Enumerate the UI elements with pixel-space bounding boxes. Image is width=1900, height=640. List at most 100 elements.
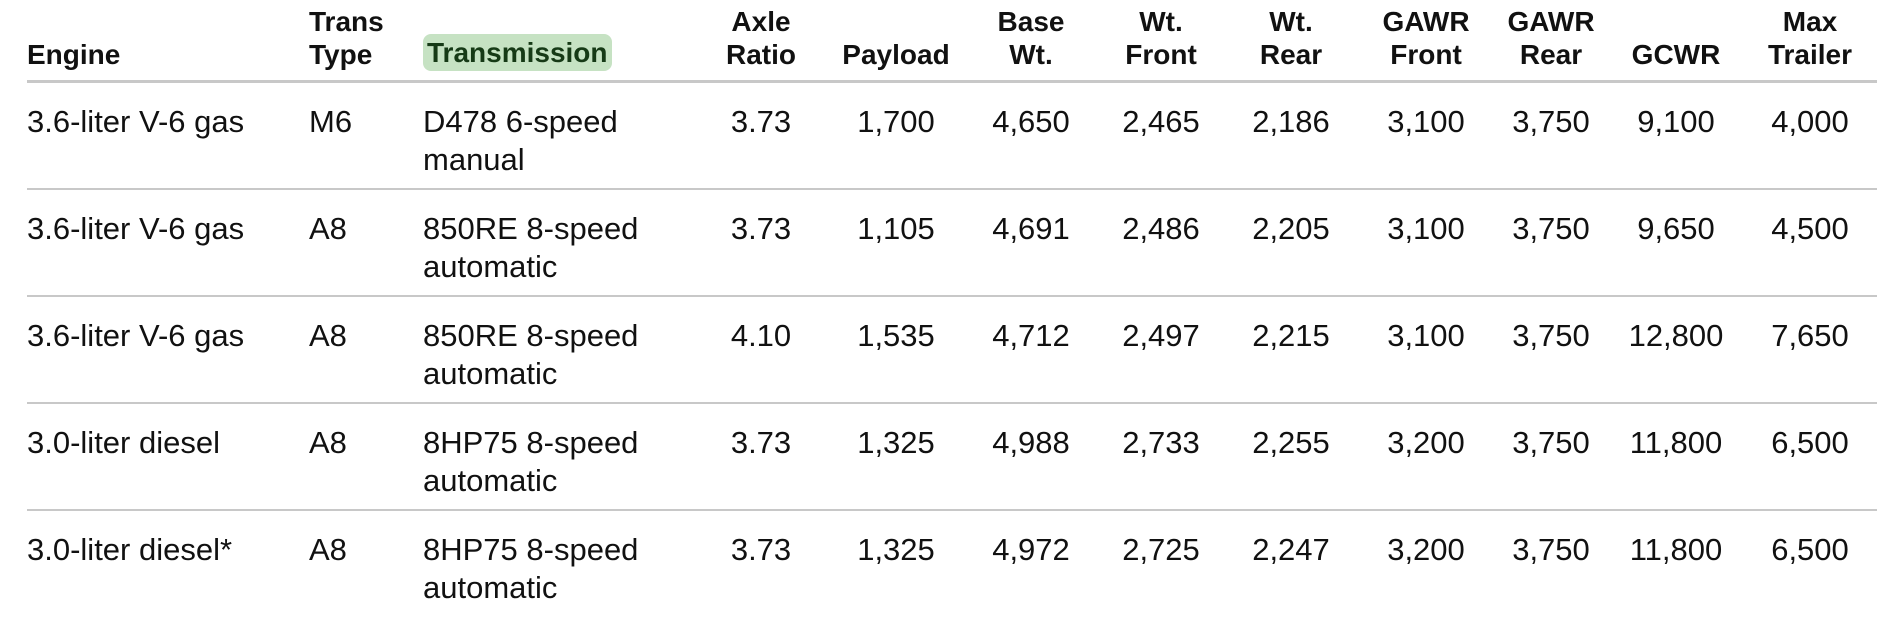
col-header-trans-type[interactable]: Trans Type	[309, 0, 423, 83]
cell-engine: 3.0-liter diesel	[27, 402, 309, 511]
cell-gawr-rear: 3,750	[1512, 531, 1590, 567]
cell-wt-front: 2,486	[1099, 188, 1223, 297]
cell-trans-type: A8	[309, 188, 423, 297]
col-header-wt-rear[interactable]: Wt. Rear	[1223, 0, 1359, 83]
cell-axle-ratio: 3.73	[693, 188, 829, 297]
cell-max-trailer: 4,500	[1743, 188, 1877, 297]
header-label: Rear	[1519, 39, 1583, 70]
header-label: Engine	[27, 39, 121, 70]
table-row[interactable]: 3.6-liter V-6 gas A8 850RE 8-speed autom…	[27, 295, 1877, 404]
table-row[interactable]: 3.0-liter diesel* A8 8HP75 8-speed autom…	[27, 510, 1877, 617]
col-header-gawr-front[interactable]: GAWR Front	[1359, 0, 1493, 83]
cell-base-wt: 4,691	[963, 188, 1099, 297]
cell-gcwr: 9,650	[1609, 188, 1743, 297]
col-header-gawr-rear[interactable]: GAWR Rear	[1493, 0, 1609, 83]
cell-transmission: 8HP75 8-speed automatic	[423, 402, 693, 511]
cell-axle-ratio: 3.73	[693, 402, 829, 511]
table-row[interactable]: 3.6-liter V-6 gas A8 850RE 8-speed autom…	[27, 188, 1877, 297]
cell-gawr-rear: 3,750	[1493, 81, 1609, 190]
header-label: Ratio	[726, 39, 796, 70]
cell-gawr-rear: 3,750	[1493, 188, 1609, 297]
cell-gawr-front: 3,200	[1387, 531, 1465, 567]
cell-gawr-front: 3,100	[1359, 81, 1493, 190]
cell-wt-front: 2,725	[1122, 531, 1200, 567]
cell-wt-front: 2,733	[1099, 402, 1223, 511]
col-header-transmission[interactable]: Transmission	[423, 0, 693, 83]
col-header-payload[interactable]: Payload	[829, 0, 963, 83]
cell-max-trailer: 6,500	[1743, 402, 1877, 511]
cell-wt-rear: 2,186	[1223, 81, 1359, 190]
cell-transmission: 8HP75 8-speed automatic	[423, 531, 639, 605]
header-label: Max	[1782, 6, 1838, 37]
cell-base-wt: 4,972	[992, 531, 1070, 567]
header-label: Axle	[731, 6, 791, 37]
header-label: Front	[1125, 39, 1197, 70]
cell-gcwr: 9,100	[1609, 81, 1743, 190]
cell-base-wt: 4,712	[963, 295, 1099, 404]
header-label: GAWR	[1507, 6, 1595, 37]
cell-base-wt: 4,988	[963, 402, 1099, 511]
cell-wt-front: 2,497	[1099, 295, 1223, 404]
header-label: Front	[1390, 39, 1462, 70]
cell-axle-ratio: 3.73	[693, 81, 829, 190]
spec-table-container: Engine Trans Type Transmission Axle Rati…	[27, 0, 1877, 617]
cell-max-trailer: 4,000	[1743, 81, 1877, 190]
cell-max-trailer: 6,500	[1771, 531, 1849, 567]
cell-payload: 1,535	[829, 295, 963, 404]
cell-gawr-rear: 3,750	[1493, 402, 1609, 511]
header-label: Payload	[842, 39, 950, 70]
cell-engine: 3.6-liter V-6 gas	[27, 188, 309, 297]
header-label: Type	[309, 39, 373, 70]
cell-transmission: D478 6-speed manual	[423, 81, 693, 190]
cell-engine: 3.0-liter diesel*	[27, 531, 233, 567]
cell-payload: 1,325	[857, 531, 935, 567]
cell-wt-rear: 2,215	[1223, 295, 1359, 404]
table-row[interactable]: 3.6-liter V-6 gas M6 D478 6-speed manual…	[27, 81, 1877, 190]
table-body: 3.6-liter V-6 gas M6 D478 6-speed manual…	[27, 81, 1877, 617]
col-header-max-trailer[interactable]: Max Trailer	[1743, 0, 1877, 83]
header-label: Wt.	[1269, 6, 1313, 37]
cell-wt-front: 2,465	[1099, 81, 1223, 190]
cell-base-wt: 4,650	[963, 81, 1099, 190]
header-label: Wt.	[1139, 6, 1183, 37]
cell-wt-rear: 2,255	[1223, 402, 1359, 511]
spec-table: Engine Trans Type Transmission Axle Rati…	[27, 0, 1877, 617]
cell-engine: 3.6-liter V-6 gas	[27, 295, 309, 404]
cell-trans-type: M6	[309, 81, 423, 190]
cell-payload: 1,105	[829, 188, 963, 297]
col-header-axle-ratio[interactable]: Axle Ratio	[693, 0, 829, 83]
col-header-wt-front[interactable]: Wt. Front	[1099, 0, 1223, 83]
cell-trans-type: A8	[309, 531, 347, 567]
cell-gcwr: 12,800	[1609, 295, 1743, 404]
cell-axle-ratio: 4.10	[693, 295, 829, 404]
cell-gawr-rear: 3,750	[1493, 295, 1609, 404]
header-label: GCWR	[1631, 39, 1721, 70]
header-label-highlighted: Transmission	[423, 34, 612, 71]
col-header-base-wt[interactable]: Base Wt.	[963, 0, 1099, 83]
cell-trans-type: A8	[309, 402, 423, 511]
cell-wt-rear: 2,247	[1252, 531, 1330, 567]
cell-gawr-front: 3,200	[1359, 402, 1493, 511]
header-row: Engine Trans Type Transmission Axle Rati…	[27, 0, 1877, 83]
cell-payload: 1,325	[829, 402, 963, 511]
cell-gawr-front: 3,100	[1359, 295, 1493, 404]
header-label: Trans	[309, 6, 384, 37]
header-label: Wt.	[1009, 39, 1053, 70]
col-header-engine[interactable]: Engine	[27, 0, 309, 83]
cell-max-trailer: 7,650	[1743, 295, 1877, 404]
cell-gcwr: 11,800	[1609, 402, 1743, 511]
col-header-gcwr[interactable]: GCWR	[1609, 0, 1743, 83]
cell-gawr-front: 3,100	[1359, 188, 1493, 297]
cell-axle-ratio: 3.73	[730, 531, 792, 567]
cell-trans-type: A8	[309, 295, 423, 404]
header-label: Trailer	[1767, 39, 1853, 70]
table-row[interactable]: 3.0-liter diesel A8 8HP75 8-speed automa…	[27, 402, 1877, 511]
cell-wt-rear: 2,205	[1223, 188, 1359, 297]
cell-gcwr: 11,800	[1629, 531, 1723, 567]
cell-engine: 3.6-liter V-6 gas	[27, 81, 309, 190]
header-label: Rear	[1259, 39, 1323, 70]
header-label: GAWR	[1382, 6, 1470, 37]
cell-payload: 1,700	[829, 81, 963, 190]
header-label: Base	[997, 6, 1065, 37]
cell-transmission: 850RE 8-speed automatic	[423, 295, 693, 404]
